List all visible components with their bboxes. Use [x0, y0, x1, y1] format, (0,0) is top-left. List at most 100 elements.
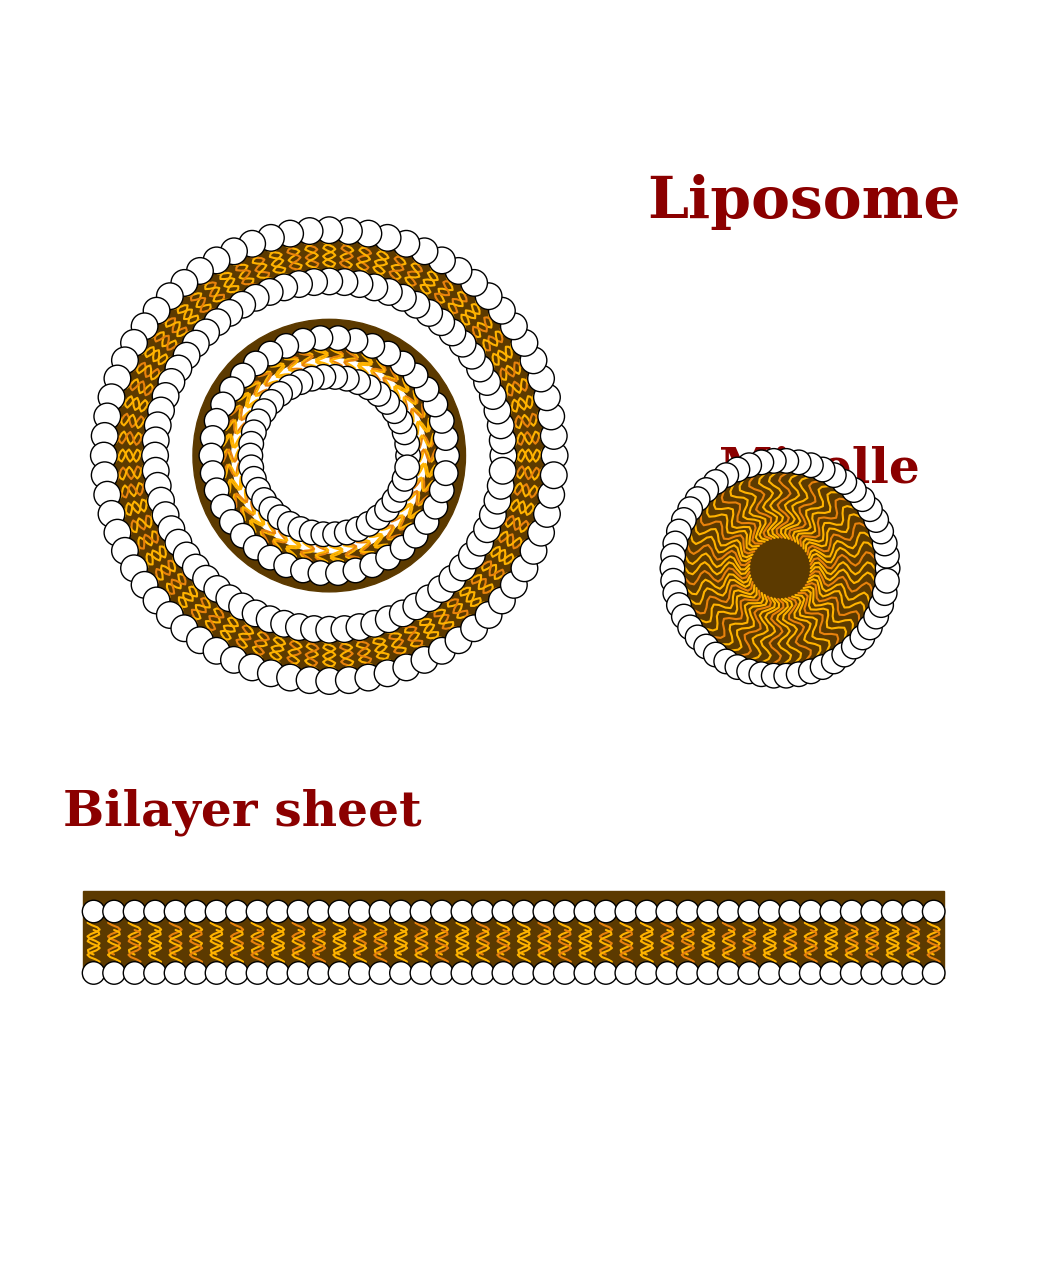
- Circle shape: [361, 611, 388, 637]
- Circle shape: [667, 520, 691, 544]
- Circle shape: [91, 443, 117, 468]
- Circle shape: [277, 512, 302, 536]
- Circle shape: [355, 664, 381, 691]
- Circle shape: [686, 625, 710, 650]
- Circle shape: [323, 522, 347, 547]
- Circle shape: [850, 486, 874, 512]
- Circle shape: [334, 366, 359, 390]
- Circle shape: [199, 443, 224, 468]
- Circle shape: [488, 472, 514, 499]
- Circle shape: [433, 426, 458, 451]
- Circle shape: [349, 900, 371, 923]
- Text: Micelle: Micelle: [719, 445, 919, 493]
- Circle shape: [798, 659, 823, 684]
- Circle shape: [615, 961, 638, 984]
- Circle shape: [841, 900, 863, 923]
- Circle shape: [882, 900, 904, 923]
- Circle shape: [82, 900, 105, 923]
- Circle shape: [864, 508, 889, 532]
- Circle shape: [902, 961, 924, 984]
- Circle shape: [243, 600, 269, 627]
- Circle shape: [393, 420, 417, 444]
- Circle shape: [374, 660, 401, 686]
- Circle shape: [316, 668, 343, 694]
- Circle shape: [922, 900, 945, 923]
- Circle shape: [429, 477, 454, 503]
- Circle shape: [661, 568, 686, 593]
- Circle shape: [361, 274, 388, 301]
- Circle shape: [391, 535, 415, 559]
- Circle shape: [239, 654, 266, 681]
- Circle shape: [359, 334, 384, 358]
- Circle shape: [774, 663, 798, 687]
- Circle shape: [289, 517, 313, 541]
- Circle shape: [326, 326, 350, 351]
- Circle shape: [277, 664, 303, 691]
- Circle shape: [366, 506, 391, 530]
- Circle shape: [165, 355, 192, 381]
- Circle shape: [388, 410, 413, 434]
- Circle shape: [395, 456, 420, 480]
- Circle shape: [143, 428, 169, 453]
- Circle shape: [184, 900, 207, 923]
- Circle shape: [458, 543, 486, 568]
- Circle shape: [205, 900, 228, 923]
- Circle shape: [256, 279, 283, 305]
- Circle shape: [210, 392, 235, 417]
- Circle shape: [296, 667, 323, 694]
- Circle shape: [375, 279, 402, 305]
- Circle shape: [242, 466, 266, 492]
- Circle shape: [779, 900, 801, 923]
- Circle shape: [390, 961, 413, 984]
- Circle shape: [467, 530, 493, 556]
- Circle shape: [328, 900, 351, 923]
- Circle shape: [678, 497, 702, 521]
- Circle shape: [277, 220, 303, 247]
- Circle shape: [553, 900, 576, 923]
- Circle shape: [534, 500, 561, 527]
- Circle shape: [142, 443, 169, 468]
- Circle shape: [672, 508, 696, 532]
- Circle shape: [553, 961, 576, 984]
- Circle shape: [811, 655, 835, 680]
- Circle shape: [479, 383, 506, 410]
- Circle shape: [390, 284, 416, 311]
- Circle shape: [226, 961, 248, 984]
- Circle shape: [346, 370, 370, 394]
- Circle shape: [428, 637, 455, 664]
- Circle shape: [439, 566, 466, 593]
- Circle shape: [307, 900, 330, 923]
- Circle shape: [718, 900, 740, 923]
- Text: Liposome: Liposome: [647, 174, 961, 230]
- Circle shape: [842, 477, 866, 502]
- Circle shape: [415, 376, 439, 402]
- Circle shape: [291, 329, 316, 353]
- Circle shape: [182, 330, 209, 357]
- Circle shape: [307, 961, 330, 984]
- Circle shape: [451, 961, 474, 984]
- Circle shape: [286, 271, 313, 297]
- Circle shape: [92, 422, 118, 449]
- Circle shape: [210, 494, 235, 518]
- Circle shape: [359, 553, 384, 577]
- Circle shape: [336, 218, 363, 244]
- Circle shape: [343, 329, 368, 353]
- Circle shape: [663, 581, 688, 605]
- Circle shape: [349, 961, 371, 984]
- Circle shape: [229, 593, 255, 620]
- Circle shape: [148, 488, 174, 515]
- Circle shape: [820, 961, 843, 984]
- Circle shape: [875, 556, 900, 581]
- Circle shape: [375, 605, 402, 632]
- Circle shape: [267, 961, 290, 984]
- Circle shape: [461, 614, 488, 641]
- Circle shape: [490, 428, 516, 453]
- Circle shape: [229, 292, 255, 317]
- Circle shape: [858, 616, 883, 640]
- Circle shape: [104, 230, 554, 681]
- Circle shape: [259, 389, 283, 415]
- Circle shape: [156, 602, 183, 628]
- Circle shape: [428, 576, 454, 603]
- Circle shape: [869, 520, 893, 544]
- Circle shape: [131, 572, 158, 598]
